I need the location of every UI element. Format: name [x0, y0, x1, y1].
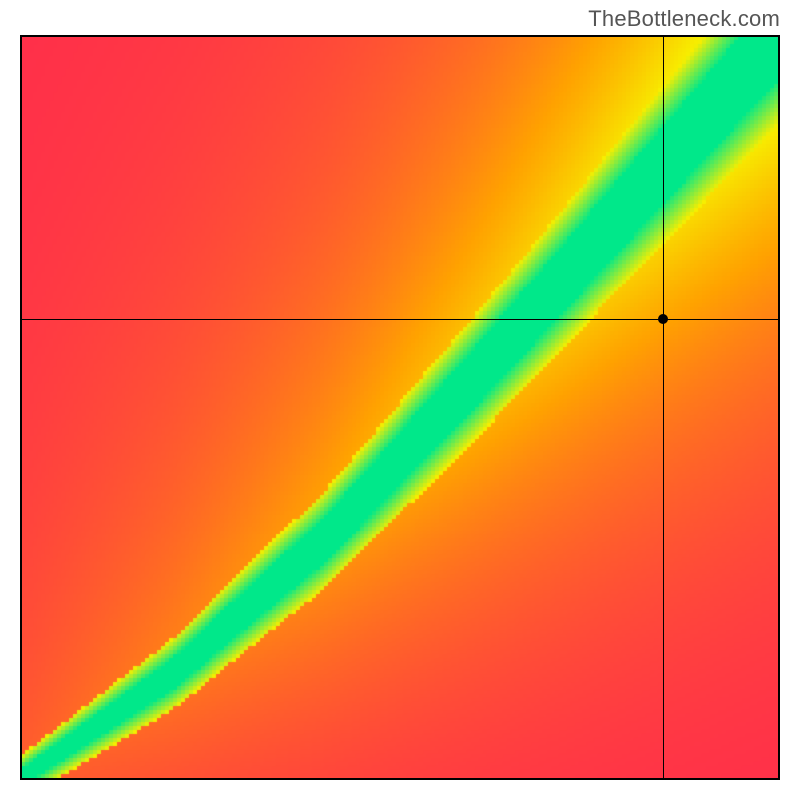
plot-frame	[20, 35, 780, 780]
watermark-text: TheBottleneck.com	[588, 6, 780, 32]
chart-container: TheBottleneck.com	[0, 0, 800, 800]
crosshair-point	[658, 314, 668, 324]
heatmap-canvas	[22, 37, 778, 778]
crosshair-vertical	[663, 37, 664, 778]
